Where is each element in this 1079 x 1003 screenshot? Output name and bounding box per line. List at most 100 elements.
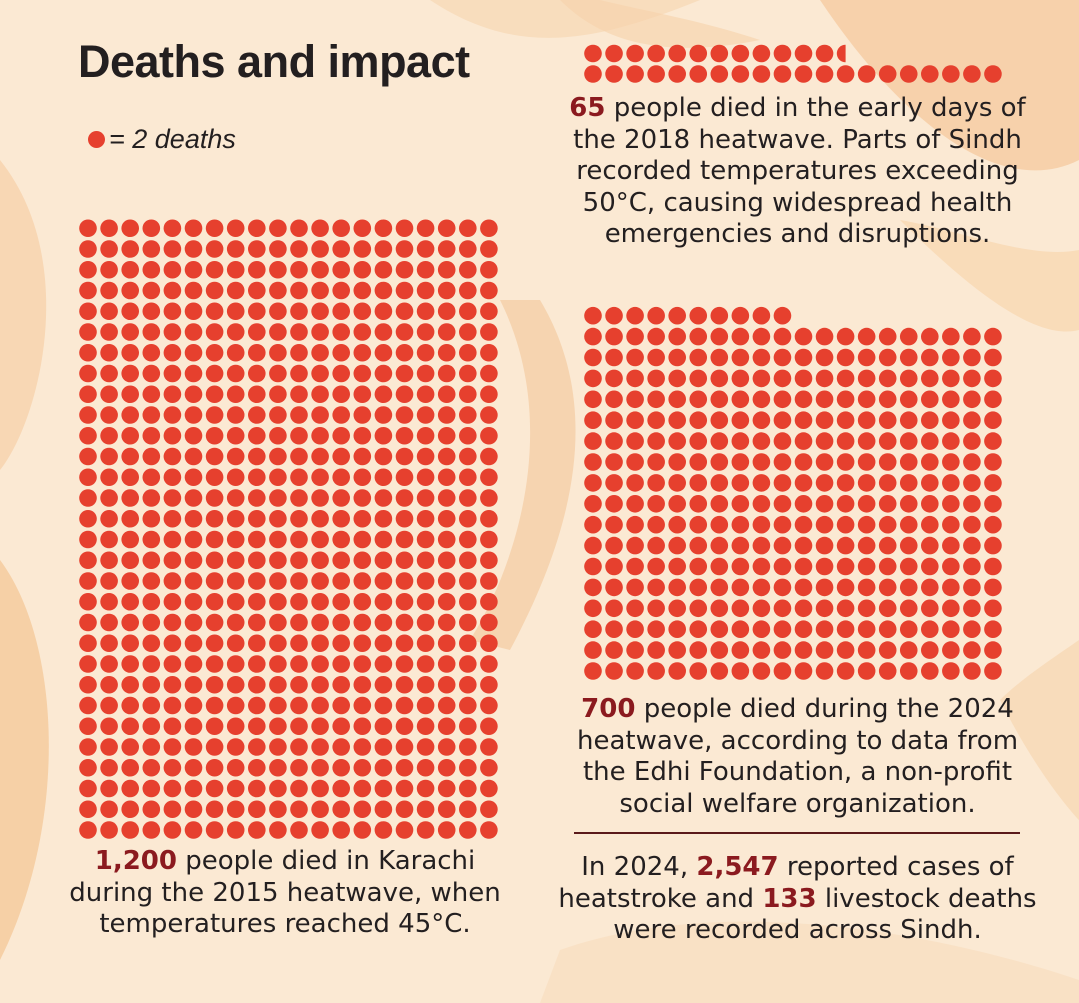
waffle-2015-dot <box>79 509 97 528</box>
waffle-2024-dot <box>942 557 960 576</box>
waffle-2024-dot <box>984 515 1002 534</box>
waffle-2015-dot <box>247 447 266 466</box>
waffle-2015-dot <box>374 468 393 487</box>
waffle-2024-dot <box>710 390 729 409</box>
waffle-2024-dot <box>689 327 708 346</box>
waffle-2015-dot <box>311 758 329 777</box>
waffle-2015-dot <box>269 613 287 632</box>
waffle-2024-dot <box>605 662 623 680</box>
waffle-2015-dot <box>79 426 97 445</box>
waffle-2015-dot <box>79 468 97 487</box>
waffle-2015-dot <box>416 468 435 487</box>
waffle-2018-dot <box>710 44 729 63</box>
waffle-2024-dot <box>942 641 960 659</box>
waffle-2024-dot <box>921 474 939 492</box>
waffle-2024-dot <box>668 495 686 513</box>
waffle-2024-dot <box>605 348 623 367</box>
waffle-2024-dot <box>857 557 876 576</box>
waffle-2024-dot <box>710 662 729 680</box>
waffle-2015-dot <box>395 489 414 507</box>
waffle-2015-dot <box>353 613 372 632</box>
waffle-2015-dot <box>311 800 329 819</box>
waffle-2015-dot <box>184 592 203 611</box>
waffle-2024-dot <box>773 662 792 680</box>
waffle-2015-dot <box>79 758 97 777</box>
waffle-2015-dot <box>247 779 266 798</box>
footnote-suffix: livestock deaths were recorded across Si… <box>613 883 1037 946</box>
waffle-2015-dot <box>395 343 414 362</box>
waffle-2015-dot <box>374 323 393 341</box>
waffle-2024-dot <box>899 432 918 450</box>
waffle-2024-dot <box>815 599 834 618</box>
waffle-2015-dot <box>226 406 245 424</box>
waffle-2024-dot <box>984 599 1002 618</box>
waffle-2024-dot <box>584 411 602 430</box>
waffle-2015-dot <box>184 240 203 258</box>
waffle-2015-dot <box>269 489 287 507</box>
waffle-2015-dot <box>142 323 161 341</box>
waffle-2015-dot <box>416 323 435 341</box>
waffle-2015-dot <box>353 655 372 673</box>
waffle-2018-dot <box>836 65 855 83</box>
waffle-2015-dot <box>480 260 498 279</box>
waffle-2018-dot <box>689 44 708 63</box>
waffle-2015-dot <box>332 364 351 383</box>
waffle-2015-dot <box>332 696 351 715</box>
waffle-2015-dot <box>311 551 329 570</box>
waffle-2015-dot <box>332 343 351 362</box>
waffle-2024-dot <box>668 432 686 450</box>
waffle-2015-dot <box>374 426 393 445</box>
waffle-2015-dot <box>269 323 287 341</box>
waffle-2015-dot <box>269 385 287 404</box>
waffle-2015-dot <box>395 509 414 528</box>
waffle-2024-dot <box>773 348 792 367</box>
waffle-2024-dot <box>710 411 729 430</box>
waffle-2015-dot <box>269 758 287 777</box>
waffle-2015-dot <box>332 323 351 341</box>
waffle-2024-dot <box>584 515 602 534</box>
waffle-2024-dot <box>984 620 1002 638</box>
waffle-2024-dot <box>815 620 834 638</box>
waffle-2015-dot <box>332 738 351 756</box>
waffle-2018-dot <box>984 65 1002 83</box>
waffle-2015-dot <box>79 717 97 736</box>
waffle-2015-dot <box>374 800 393 819</box>
waffle-2015-dot <box>480 758 498 777</box>
waffle-2015-dot <box>121 426 139 445</box>
waffle-2024-dot <box>984 432 1002 450</box>
waffle-2015-dot <box>459 613 477 632</box>
waffle-2015-dot <box>184 613 203 632</box>
legend: = 2 deaths <box>88 124 236 155</box>
waffle-2015-dot <box>142 509 161 528</box>
waffle-2024-dot <box>773 327 792 346</box>
waffle-2015-dot <box>142 343 161 362</box>
waffle-2024-dot <box>921 620 939 638</box>
waffle-2024-dot <box>647 515 665 534</box>
waffle-2024-dot <box>647 599 665 618</box>
waffle-2015-dot <box>247 302 266 321</box>
waffle-2015-dot <box>374 572 393 590</box>
waffle-2024-dot <box>731 306 750 325</box>
waffle-2024-dot <box>647 453 665 471</box>
waffle-2015-dot <box>226 509 245 528</box>
waffle-2024-dot <box>921 515 939 534</box>
waffle-2015-dot <box>121 779 139 798</box>
waffle-2015-dot <box>100 489 118 507</box>
waffle-2024-dot <box>963 641 981 659</box>
waffle-2024-dot <box>647 390 665 409</box>
waffle-2015-dot <box>184 489 203 507</box>
waffle-2024-dot <box>605 578 623 597</box>
waffle-2015-dot <box>311 219 329 238</box>
waffle-2015-dot <box>332 426 351 445</box>
waffle-2024-dot <box>710 641 729 659</box>
waffle-2024-dot <box>689 515 708 534</box>
waffle-2015-dot <box>121 260 139 279</box>
waffle-2015-dot <box>395 385 414 404</box>
waffle-2015-dot <box>459 551 477 570</box>
waffle-2024-dot <box>689 369 708 388</box>
waffle-2024-dot <box>752 474 771 492</box>
waffle-2024-dot <box>963 557 981 576</box>
waffle-2024-dot <box>626 432 644 450</box>
waffle-2024-dot <box>836 578 855 597</box>
waffle-2015-dot <box>121 489 139 507</box>
